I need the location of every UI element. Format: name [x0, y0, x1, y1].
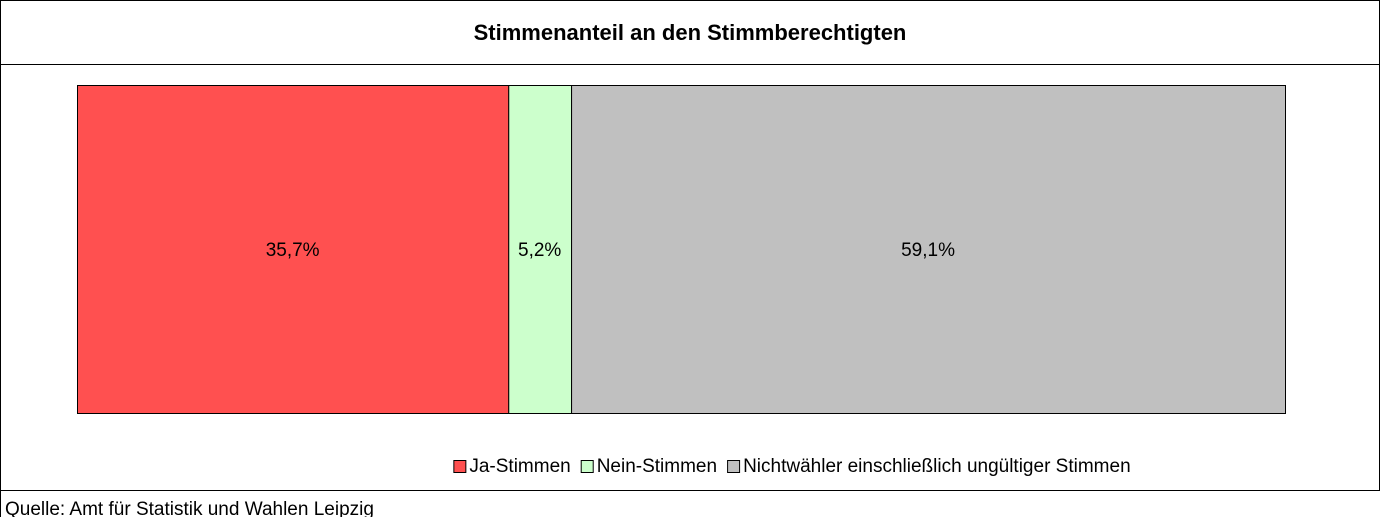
bar-segment: [77, 85, 510, 414]
bar-segment: [571, 85, 1286, 414]
data-label: 5,2%: [518, 240, 561, 261]
legend-swatch: [453, 460, 467, 473]
legend-swatch: [727, 460, 741, 473]
legend-label: Ja-Stimmen: [469, 456, 570, 477]
data-label: 59,1%: [901, 240, 955, 261]
chart-title: Stimmenanteil an den Stimmberechtigten: [474, 20, 907, 45]
source-note: Quelle: Amt für Statistik und Wahlen Lei…: [5, 499, 374, 517]
legend-label: Nichtwähler einschließlich ungültiger St…: [743, 456, 1131, 477]
legend-label: Nein-Stimmen: [597, 456, 717, 477]
bar-segment: [508, 85, 573, 414]
legend-swatch: [580, 460, 594, 473]
data-label: 35,7%: [266, 240, 320, 261]
